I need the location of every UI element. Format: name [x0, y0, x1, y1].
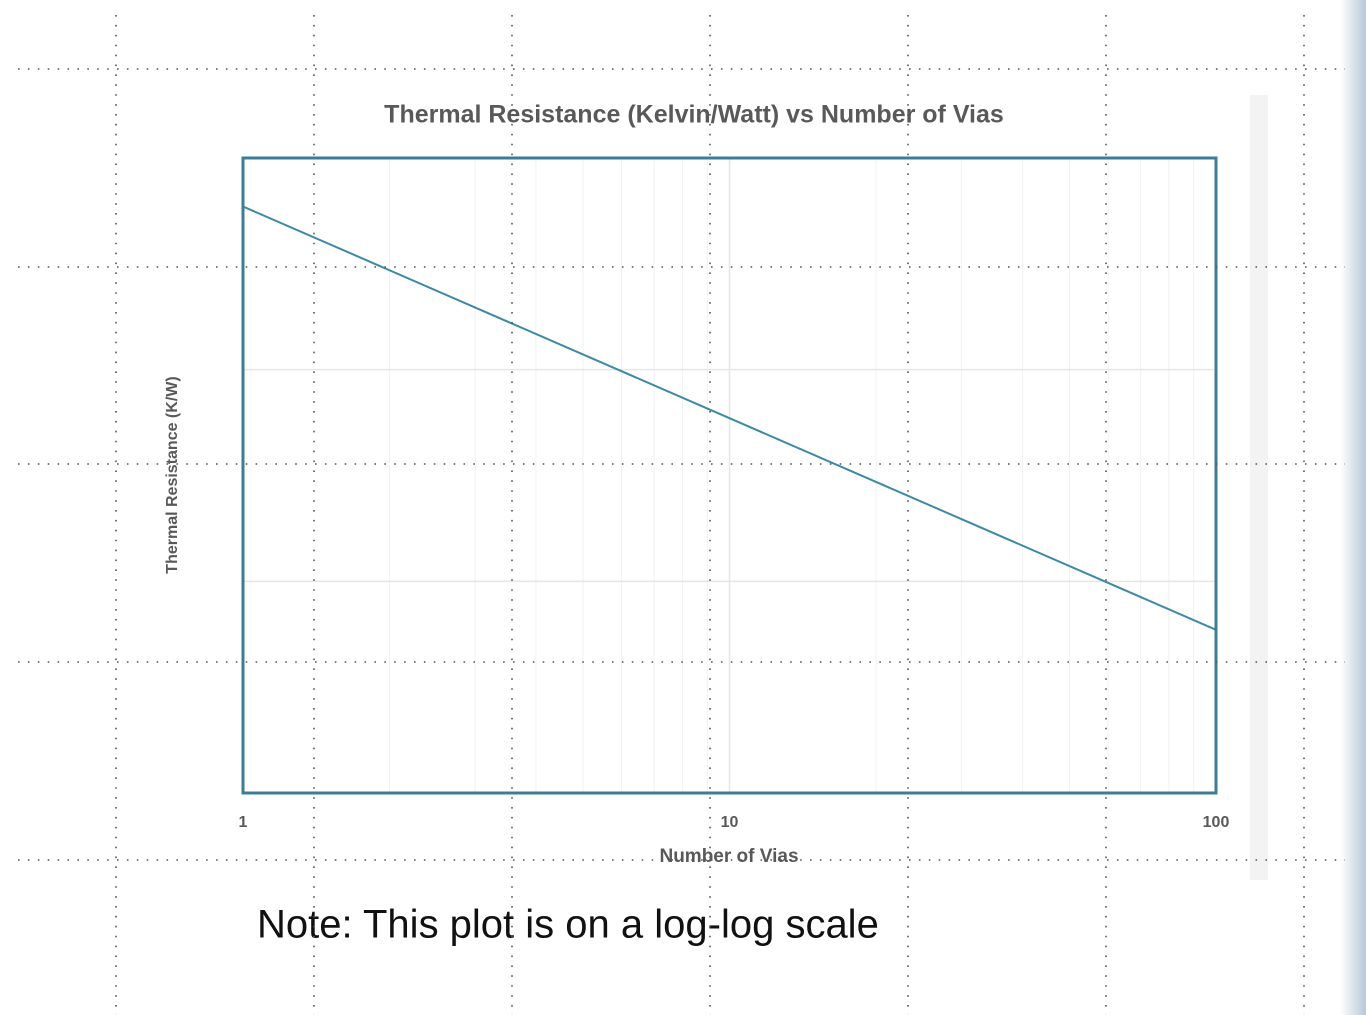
x-tick-label: 10 — [721, 814, 739, 831]
background-edge — [1340, 0, 1366, 1015]
chart: Thermal Resistance (Kelvin/Watt) vs Numb… — [0, 0, 1366, 1015]
scroll-track — [1250, 95, 1268, 880]
note: Note: This plot is on a log-log scale — [257, 903, 879, 947]
chart-title: Thermal Resistance (Kelvin/Watt) vs Numb… — [384, 101, 1004, 129]
y-axis-label: Thermal Resistance (K/W) — [164, 376, 181, 573]
page: {"chart_data": {"type": "line", "title":… — [0, 0, 1366, 1015]
plot-area — [243, 158, 1216, 793]
x-tick-label: 100 — [1203, 814, 1230, 831]
x-axis-label: Number of Vias — [659, 846, 798, 867]
x-tick-label: 1 — [239, 814, 248, 831]
